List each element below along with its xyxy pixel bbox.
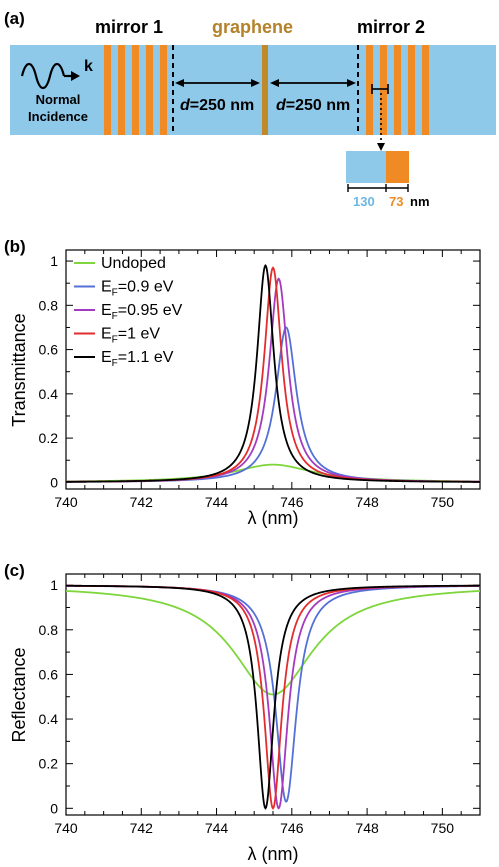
- y-axis-label: Reflectance: [9, 647, 29, 742]
- series-group: [65, 584, 481, 810]
- panel-b-label: (b): [4, 237, 26, 256]
- distance-arrow-right: [270, 79, 356, 87]
- mirror-layer: [104, 45, 111, 135]
- inset-layer-b-thickness: 73: [389, 194, 403, 209]
- reflectance-chart: (c) 740 742 744 746 748 750 0 0.2 0.4 0.6 0.8 1 λ (…: [4, 561, 481, 864]
- x-tick-label: 742: [130, 494, 154, 510]
- legend-entry: EF=0.95 eV: [101, 302, 183, 322]
- mirror-layer: [408, 45, 415, 135]
- legend-entry: EF=0.9 eV: [101, 279, 174, 299]
- x-tick-label: 750: [431, 494, 455, 510]
- x-tick-label: 740: [54, 494, 78, 510]
- x-tick-label: 742: [130, 820, 154, 836]
- x-tick-label: 750: [431, 820, 455, 836]
- graphene-sheet: [262, 45, 268, 135]
- transmittance-chart: (b) 740 742 744 746 748 750 0 0.2 0.4 0.6 0.8 1 Und…: [4, 237, 481, 528]
- mirror1-layers: [104, 45, 167, 135]
- y-tick-label: 1: [50, 253, 58, 269]
- legend-entry: EF=1.1 eV: [101, 349, 174, 369]
- mirror-layer: [394, 45, 401, 135]
- distance-label-left: d=250 nm: [180, 97, 254, 114]
- mirror-layer: [380, 45, 387, 135]
- mirror-layer: [146, 45, 153, 135]
- legend-entry: EF=1 eV: [101, 326, 160, 346]
- distance-label-right: d=250 nm: [276, 97, 350, 114]
- x-axis-label: λ (nm): [248, 844, 299, 864]
- legend-entry: Undoped: [101, 255, 166, 272]
- wave-arrow-icon: [64, 71, 80, 81]
- incident-wave-icon: [20, 62, 66, 90]
- incidence-label-line1: Normal: [36, 92, 81, 107]
- inset-layer-a-thickness: 130: [353, 194, 375, 209]
- x-axis-label: λ (nm): [248, 508, 299, 528]
- distance-arrow-left: [175, 79, 260, 87]
- x-tick-label: 746: [280, 494, 304, 510]
- mirror-layer: [118, 45, 125, 135]
- x-tick-label: 744: [205, 494, 229, 510]
- panel-a-schematic: (a) mirror 1 graphene mirror 2: [4, 9, 496, 209]
- tick-group: 740 742 744 746 748 750 0 0.2 0.4 0.6 0.8 1: [39, 250, 481, 510]
- mirror-layer: [132, 45, 139, 135]
- series-line-0: [66, 463, 480, 483]
- legend: Undoped EF=0.9 eV EF=0.95 eV EF=1 eV EF=1.1 …: [74, 255, 183, 369]
- y-tick-label: 0.4: [39, 386, 59, 402]
- y-tick-label: 0.8: [39, 622, 59, 638]
- mirror-layer: [366, 45, 373, 135]
- period-marker: [371, 84, 389, 94]
- mirror2-layers: [366, 45, 429, 135]
- mirror-layer: [160, 45, 167, 135]
- inset-scale-bar: [347, 184, 409, 192]
- inset-layer-b: [386, 151, 409, 183]
- y-tick-label: 0.8: [39, 297, 59, 313]
- mirror-layer: [422, 45, 429, 135]
- x-tick-label: 748: [355, 494, 379, 510]
- y-axis-label: Transmittance: [9, 313, 29, 426]
- x-tick-label: 748: [355, 820, 379, 836]
- y-tick-label: 1: [50, 577, 58, 593]
- inset-unit: nm: [410, 194, 430, 209]
- mirror2-label: mirror 2: [357, 17, 425, 37]
- y-tick-label: 0: [50, 474, 58, 490]
- graphene-label: graphene: [212, 17, 293, 37]
- mirror1-label: mirror 1: [95, 17, 163, 37]
- series-line-3: [65, 584, 481, 810]
- x-tick-label: 746: [280, 820, 304, 836]
- y-tick-label: 0.2: [39, 756, 59, 772]
- y-tick-label: 0: [50, 800, 58, 816]
- inset-dotted-arrow: [377, 93, 385, 151]
- y-tick-label: 0.2: [39, 430, 59, 446]
- inset-layer-a: [346, 151, 386, 183]
- x-tick-label: 740: [54, 820, 78, 836]
- series-group: [65, 263, 481, 483]
- x-tick-label: 744: [205, 820, 229, 836]
- incidence-label-line2: Incidence: [28, 109, 88, 124]
- series-line-0: [65, 590, 481, 696]
- y-tick-label: 0.4: [39, 711, 59, 727]
- tick-group: 740 742 744 746 748 750 0 0.2 0.4 0.6 0.8 1: [39, 574, 481, 836]
- series-line-2: [65, 584, 480, 810]
- y-tick-label: 0.6: [39, 342, 59, 358]
- panel-a-label: (a): [4, 9, 25, 28]
- y-tick-label: 0.6: [39, 666, 59, 682]
- series-line-3: [65, 266, 481, 483]
- series-line-4: [66, 263, 481, 483]
- panel-c-label: (c): [4, 561, 25, 580]
- series-line-4: [66, 584, 480, 810]
- wave-vector-k: k: [84, 58, 93, 75]
